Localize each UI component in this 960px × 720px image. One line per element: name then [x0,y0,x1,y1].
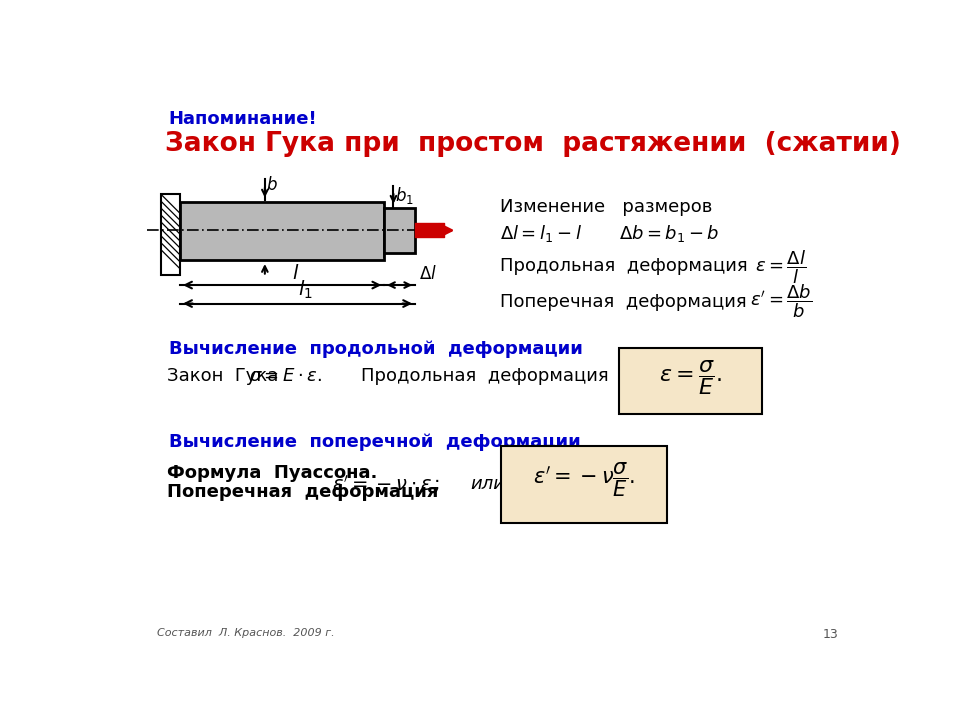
Text: Продольная  деформация: Продольная деформация [500,257,747,275]
Text: 13: 13 [823,628,839,641]
Bar [501,446,667,523]
Text: Формула  Пуассона.: Формула Пуассона. [167,464,377,482]
Text: $\varepsilon' = -\nu \cdot \varepsilon\,;$: $\varepsilon' = -\nu \cdot \varepsilon\,… [332,473,440,495]
Text: Поперечная  деформация: Поперечная деформация [167,483,439,501]
Text: $\varepsilon = \dfrac{\Delta l}{l}$: $\varepsilon = \dfrac{\Delta l}{l}$ [756,248,806,286]
Text: $l$: $l$ [293,264,300,283]
Text: $\varepsilon = \dfrac{\sigma}{E}$.: $\varepsilon = \dfrac{\sigma}{E}$. [659,358,722,397]
Text: $\varepsilon' = \dfrac{\Delta b}{b}$: $\varepsilon' = \dfrac{\Delta b}{b}$ [750,283,812,320]
Text: $\varepsilon' = -\nu \dfrac{\sigma}{E}$.: $\varepsilon' = -\nu \dfrac{\sigma}{E}$. [533,461,635,499]
Text: Изменение   размеров: Изменение размеров [500,198,712,216]
Text: $b$: $b$ [266,176,278,194]
Text: $\Delta l$: $\Delta l$ [419,265,437,283]
Text: Вычисление  продольной  деформации: Вычисление продольной деформации [169,341,583,359]
Bar [180,202,384,260]
Text: Вычисление  поперечной  деформации: Вычисление поперечной деформации [169,433,581,451]
Text: Закон Гука при  простом  растяжении  (сжатии): Закон Гука при простом растяжении (сжати… [165,131,900,157]
Text: Продольная  деформация: Продольная деформация [361,367,609,385]
Text: $\sigma = E \cdot \varepsilon$.: $\sigma = E \cdot \varepsilon$. [250,367,323,385]
Text: Составил  Л. Краснов.  2009 г.: Составил Л. Краснов. 2009 г. [157,628,335,638]
Text: $\Delta b = b_1 - b$: $\Delta b = b_1 - b$ [619,223,719,245]
Text: Напоминание!: Напоминание! [169,109,317,127]
Text: $\Delta l = l_1 - l$: $\Delta l = l_1 - l$ [500,223,582,245]
Bar [161,194,180,275]
Bar [384,208,415,253]
Text: Закон  Гука: Закон Гука [167,367,278,385]
Text: $l_1$: $l_1$ [298,279,313,301]
Text: или: или [470,475,505,493]
Text: $b_1$: $b_1$ [395,185,414,206]
Bar [619,348,761,414]
Text: Поперечная  деформация: Поперечная деформация [500,293,746,311]
